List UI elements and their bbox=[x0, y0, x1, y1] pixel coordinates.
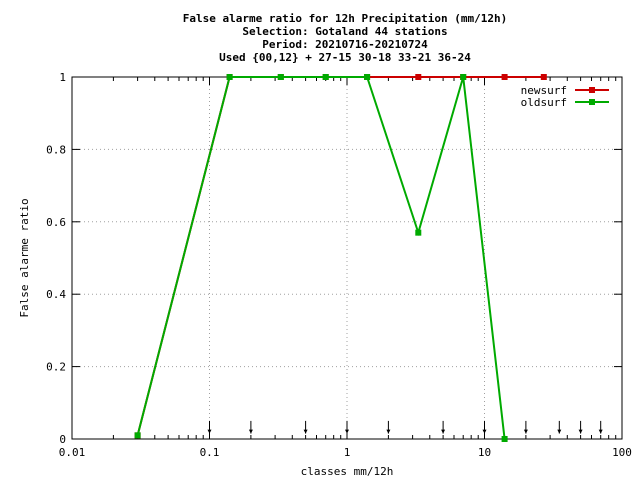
data-point-oldsurf bbox=[501, 436, 508, 442]
class-marker-arrow bbox=[598, 429, 603, 434]
x-tick-label: 0.01 bbox=[59, 446, 86, 459]
class-marker-arrow bbox=[482, 429, 487, 434]
data-point-oldsurf bbox=[277, 74, 284, 80]
data-point-newsurf bbox=[501, 74, 508, 80]
legend-label: newsurf bbox=[521, 84, 567, 97]
class-marker-arrow bbox=[523, 429, 528, 434]
class-marker-arrow bbox=[207, 429, 212, 434]
class-marker-arrow bbox=[248, 429, 253, 434]
y-axis-label: False alarme ratio bbox=[18, 198, 31, 317]
y-tick-label: 0.8 bbox=[46, 143, 66, 156]
data-point-oldsurf bbox=[415, 229, 422, 236]
data-point-oldsurf bbox=[226, 74, 233, 80]
axis-ticks: 0.01 0.1 1 10 100 0 0.2 0.4 0.6 0.8 1 bbox=[46, 71, 632, 459]
title-line: False alarme ratio for 12h Precipitation… bbox=[183, 12, 508, 25]
y-tick-label: 1 bbox=[59, 71, 66, 84]
y-tick-label: 0 bbox=[59, 433, 66, 446]
series-line-oldsurf bbox=[136, 76, 506, 440]
series bbox=[134, 74, 547, 442]
class-marker-arrow bbox=[345, 429, 349, 434]
class-marker-arrow bbox=[578, 429, 583, 434]
x-axis-label: classes mm/12h bbox=[301, 465, 394, 478]
data-point-oldsurf bbox=[364, 74, 371, 80]
data-point-oldsurf bbox=[460, 74, 467, 80]
grid bbox=[72, 77, 622, 439]
data-point-oldsurf bbox=[322, 74, 329, 80]
class-marker-arrow bbox=[386, 429, 391, 434]
data-point-newsurf bbox=[540, 74, 547, 80]
title-line: Period: 20210716-20210724 bbox=[262, 38, 428, 51]
x-tick-label: 10 bbox=[478, 446, 491, 459]
title-line: Selection: Gotaland 44 stations bbox=[242, 25, 447, 38]
chart-title: False alarme ratio for 12h Precipitation… bbox=[183, 12, 508, 64]
legend-marker bbox=[589, 87, 595, 93]
y-tick-label: 0.4 bbox=[46, 288, 66, 301]
legend-marker bbox=[589, 99, 595, 105]
title-line: Used {00,12} + 27-15 30-18 33-21 36-24 bbox=[219, 51, 471, 64]
x-tick-label: 0.1 bbox=[200, 446, 220, 459]
y-tick-label: 0.2 bbox=[46, 361, 66, 374]
x-tick-label: 100 bbox=[612, 446, 632, 459]
x-tick-label: 1 bbox=[344, 446, 351, 459]
data-point-oldsurf bbox=[134, 432, 141, 439]
legend-label: oldsurf bbox=[521, 96, 567, 109]
y-tick-label: 0.6 bbox=[46, 216, 66, 229]
class-markers bbox=[207, 420, 603, 434]
class-marker-arrow bbox=[441, 429, 446, 434]
data-point-newsurf bbox=[415, 74, 422, 80]
class-marker-arrow bbox=[303, 429, 308, 434]
class-marker-arrow bbox=[557, 429, 562, 434]
